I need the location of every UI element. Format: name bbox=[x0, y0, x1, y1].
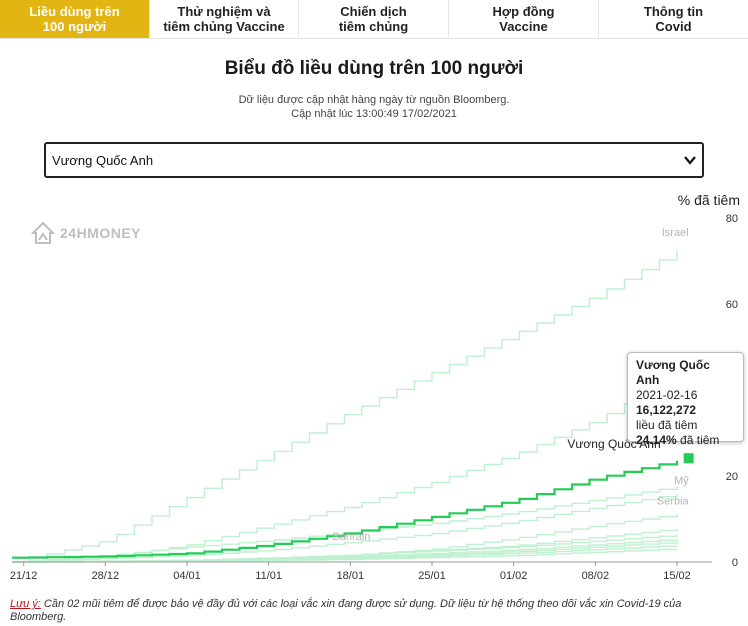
series-line-israel bbox=[12, 250, 678, 563]
country-select[interactable]: Vương Quốc Anh bbox=[44, 142, 704, 178]
tab-bar: Liều dùng trên 100 người Thử nghiệm và t… bbox=[0, 0, 748, 39]
y-tick-20: 20 bbox=[726, 471, 738, 483]
tooltip-doses-label: liều đã tiêm bbox=[636, 418, 698, 432]
tab-doses-per-100[interactable]: Liều dùng trên 100 người bbox=[0, 0, 150, 38]
page-subtitle: Dữ liệu được cập nhật hàng ngày từ nguồn… bbox=[0, 93, 748, 121]
data-tooltip: Vương Quốc Anh 2021-02-16 16,122,272 liề… bbox=[627, 352, 744, 447]
page-title: Biểu đồ liều dùng trên 100 người bbox=[224, 58, 524, 79]
x-tick-28-12: 28/12 bbox=[92, 570, 120, 582]
vaccination-line-chart: 21/12 28/12 04/01 11/01 18/01 25/01 01/02 08/02… bbox=[10, 213, 738, 582]
series-label-israel: Israel bbox=[662, 227, 689, 239]
x-tick-18-01: 18/01 bbox=[337, 570, 365, 582]
tab-vaccine-trials[interactable]: Thử nghiệm và tiêm chủng Vaccine bbox=[150, 0, 299, 38]
house-logo-icon bbox=[30, 221, 56, 244]
y-tick-60: 60 bbox=[726, 299, 738, 311]
background-series-group bbox=[12, 250, 678, 563]
tooltip-percent: 24.14% bbox=[636, 433, 677, 447]
x-tick-08-02: 08/02 bbox=[582, 570, 610, 582]
x-tick-11-01: 11/01 bbox=[255, 570, 282, 582]
tooltip-date: 2021-02-16 bbox=[636, 388, 698, 402]
footnote-text: Cần 02 mũi tiêm để được bảo vệ đầy đủ vớ… bbox=[10, 598, 682, 623]
subtitle-source: Dữ liệu được cập nhật hàng ngày từ nguồn… bbox=[238, 94, 510, 106]
chevron-down-icon bbox=[684, 156, 696, 165]
highlight-series-group bbox=[12, 451, 696, 559]
tab-vaccine-contracts[interactable]: Hợp đồng Vaccine bbox=[449, 0, 599, 38]
brand-logo: 24HMONEY bbox=[30, 220, 141, 246]
x-tick-01-02: 01/02 bbox=[500, 570, 528, 582]
highlight-point-marker bbox=[681, 451, 696, 466]
series-label-serbia: Serbia bbox=[657, 496, 690, 508]
x-tick-21-12: 21/12 bbox=[10, 570, 38, 582]
brand-logo-text: 24HMONEY bbox=[60, 225, 142, 241]
tab-covid-info[interactable]: Thông tin Covid bbox=[643, 4, 704, 34]
series-label-my: Mỹ bbox=[674, 475, 689, 487]
footnote-prefix: Lưu ý: bbox=[10, 598, 41, 610]
tooltip-percent-label: đã tiêm bbox=[680, 433, 720, 447]
subtitle-updated: Cập nhật lúc 13:00:49 17/02/2021 bbox=[291, 108, 457, 120]
y-tick-0: 0 bbox=[732, 557, 738, 569]
y-axis-label: % đã tiêm bbox=[677, 192, 740, 208]
footnote: Lưu ý: Cần 02 mũi tiêm để được bảo vệ đầ… bbox=[10, 598, 738, 624]
tab-vaccination-campaign[interactable]: Chiến dịch tiêm chủng bbox=[299, 0, 449, 38]
tooltip-country: Vương Quốc Anh bbox=[636, 358, 710, 387]
tooltip-doses: 16,122,272 bbox=[636, 403, 697, 417]
x-tick-15-02: 15/02 bbox=[663, 570, 691, 582]
y-tick-80: 80 bbox=[726, 213, 738, 225]
x-axis: 21/12 28/12 04/01 11/01 18/01 25/01 01/02 08/02… bbox=[10, 561, 712, 582]
series-line-vuong-quoc-anh bbox=[12, 460, 679, 559]
x-tick-04-01: 04/01 bbox=[173, 570, 201, 582]
series-line-my bbox=[12, 493, 678, 563]
x-tick-25-01: 25/01 bbox=[418, 570, 446, 582]
country-select-value: Vương Quốc Anh bbox=[52, 153, 154, 168]
series-label-bahrain: Bahrain bbox=[332, 531, 370, 543]
